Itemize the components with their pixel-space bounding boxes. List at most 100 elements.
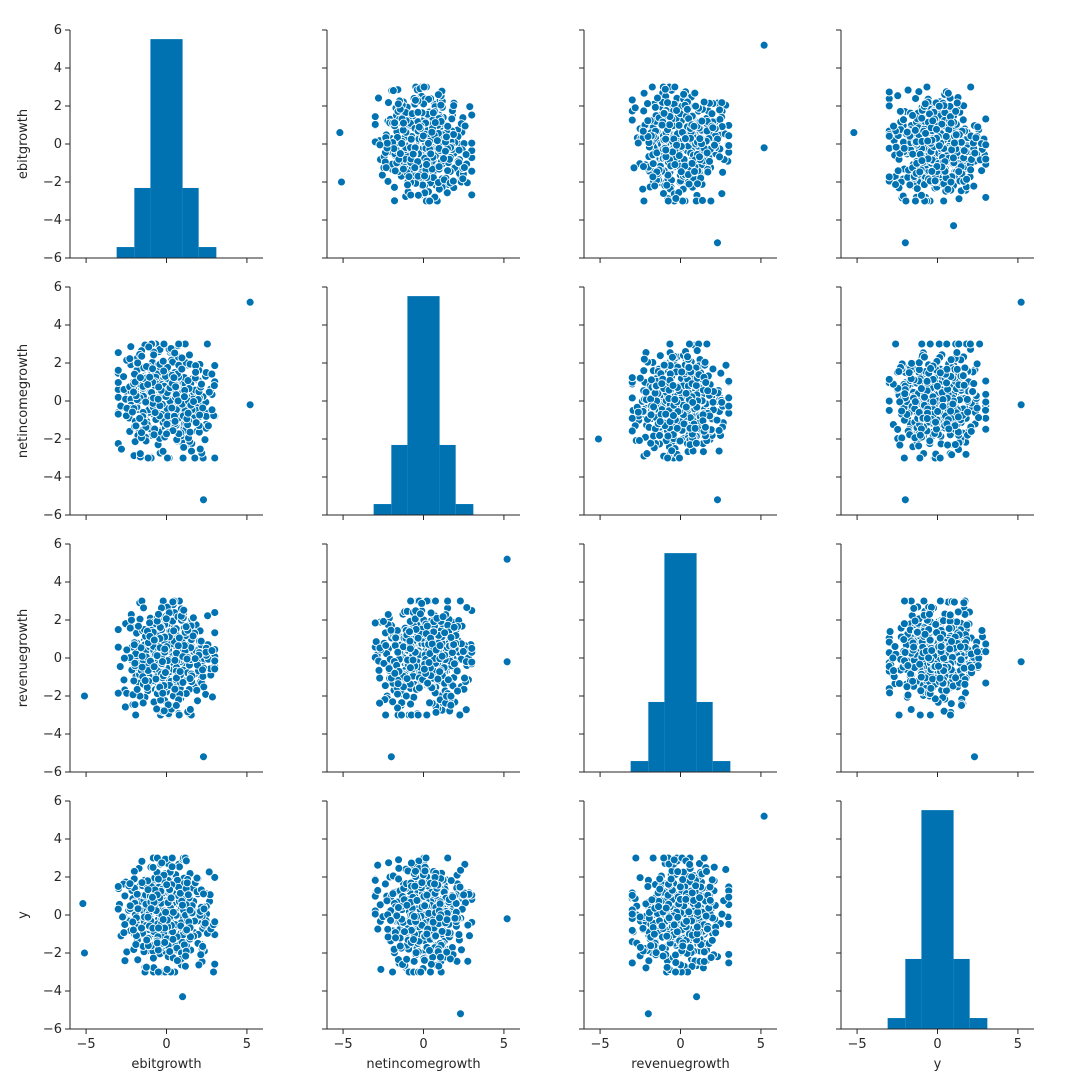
scatter-point xyxy=(977,166,987,176)
scatter-point xyxy=(683,352,692,362)
scatter-point xyxy=(406,190,416,200)
scatter-point xyxy=(724,376,734,386)
scatter-point xyxy=(119,653,129,663)
hist-bar xyxy=(182,187,199,258)
scatter-point xyxy=(899,619,909,629)
scatter-point xyxy=(702,339,712,349)
scatter-point xyxy=(382,138,392,148)
scatter-point xyxy=(129,387,138,397)
scatter-point xyxy=(119,675,129,685)
scatter-point xyxy=(981,389,991,399)
scatter-point xyxy=(145,372,155,382)
scatter-point xyxy=(946,355,956,365)
scatter-point xyxy=(687,158,697,168)
scatter-point xyxy=(446,633,456,642)
scatter-point xyxy=(168,597,178,607)
scatter-point xyxy=(191,367,201,377)
scatter-point xyxy=(199,752,208,762)
scatter-point xyxy=(149,635,159,645)
scatter-point xyxy=(706,196,716,206)
hist-bar xyxy=(198,247,217,258)
scatter-point xyxy=(684,363,694,372)
scatter-point xyxy=(190,654,200,664)
scatter-point xyxy=(638,184,648,194)
scatter-point xyxy=(659,189,668,198)
scatter-point xyxy=(113,688,123,698)
scatter-point xyxy=(410,163,420,173)
scatter-point xyxy=(910,397,920,407)
scatter-point xyxy=(951,106,961,116)
scatter-point xyxy=(911,196,920,206)
scatter-point xyxy=(208,692,217,702)
scatter-point xyxy=(945,644,955,654)
scatter-point xyxy=(912,184,922,194)
scatter-point xyxy=(188,631,198,641)
scatter-point xyxy=(627,115,637,125)
hist-bar xyxy=(455,504,474,515)
scatter-point xyxy=(401,691,411,701)
panel-ebitgrowth-vs-revenuegrowth xyxy=(579,29,777,263)
scatter-point xyxy=(143,380,153,389)
scatter-point xyxy=(715,152,724,162)
panel-revenuegrowth-vs-revenuegrowth xyxy=(579,543,777,777)
scatter-point xyxy=(981,376,991,386)
scatter-point xyxy=(650,181,660,191)
scatter-point xyxy=(927,166,937,176)
panel-netincomegrowth-vs-revenuegrowth xyxy=(579,286,777,520)
scatter-point xyxy=(375,140,385,150)
scatter-point xyxy=(698,196,707,205)
scatter-point xyxy=(422,621,432,631)
scatter-point xyxy=(925,339,935,349)
scatter-point xyxy=(981,154,991,164)
scatter-point xyxy=(702,148,712,158)
scatter-point xyxy=(646,410,656,420)
scatter-point xyxy=(149,662,159,672)
scatter-point xyxy=(677,367,687,377)
scatter-point xyxy=(113,348,123,358)
scatter-point xyxy=(160,644,170,654)
scatter-point xyxy=(171,701,181,710)
scatter-point xyxy=(245,297,255,307)
y-tick-label: 0 xyxy=(54,137,62,152)
scatter-point xyxy=(113,642,123,652)
scatter-point xyxy=(427,127,437,137)
scatter-point xyxy=(717,189,727,199)
scatter-point xyxy=(910,616,920,626)
panel-netincomegrowth-vs-y xyxy=(836,286,1034,520)
scatter-point xyxy=(129,676,139,686)
scatter-point xyxy=(417,598,427,608)
scatter-point xyxy=(902,682,912,692)
scatter-point xyxy=(153,394,163,404)
scatter-point xyxy=(502,554,512,564)
scatter-point xyxy=(924,653,934,663)
scatter-point xyxy=(443,675,453,685)
scatter-point xyxy=(1016,400,1026,410)
scatter-point xyxy=(952,348,962,357)
y-tick-label: 2 xyxy=(54,99,62,114)
scatter-point xyxy=(915,430,925,440)
scatter-point xyxy=(113,409,123,419)
scatter-point xyxy=(152,704,162,714)
scatter-point xyxy=(714,446,724,456)
scatter-point xyxy=(389,182,399,192)
scatter-point xyxy=(682,104,692,114)
scatter-point xyxy=(650,102,660,112)
scatter-point xyxy=(406,699,415,709)
scatter-point xyxy=(126,615,136,625)
scatter-point xyxy=(944,624,954,633)
scatter-point xyxy=(149,350,159,360)
scatter-point xyxy=(185,427,195,437)
scatter-point xyxy=(717,98,727,108)
scatter-point xyxy=(397,139,407,148)
scatter-point xyxy=(710,140,719,150)
scatter-point xyxy=(884,396,894,406)
scatter-point xyxy=(386,625,396,635)
scatter-point xyxy=(926,683,936,693)
scatter-point xyxy=(160,668,170,677)
scatter-point xyxy=(1016,297,1026,307)
scatter-point xyxy=(174,710,184,720)
scatter-point xyxy=(437,651,447,661)
scatter-point xyxy=(923,136,933,146)
scatter-point xyxy=(900,647,910,657)
